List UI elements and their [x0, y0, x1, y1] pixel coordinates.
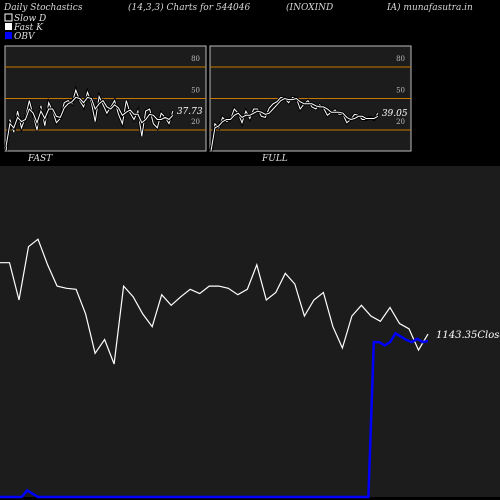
- legend: Slow D Fast K OBV: [4, 13, 46, 42]
- fast-stochastic-panel: 20 50 80 37.73: [4, 45, 207, 152]
- legend-swatch-obv: [5, 32, 12, 39]
- last-value-label: 37.73: [177, 107, 203, 117]
- legend-swatch-fast-k: [5, 23, 12, 30]
- legend-swatch-slow-d: [4, 13, 13, 22]
- price-obv-panel: 1143.35Close: [0, 166, 500, 499]
- fast-panel-title: FAST: [27, 154, 53, 164]
- last-value-label: 39.05: [382, 109, 408, 119]
- y-tick-label: 50: [191, 87, 200, 95]
- close-word: Close: [477, 330, 500, 341]
- y-tick-label: 20: [191, 118, 200, 126]
- close-value-label: 1143.35Close: [436, 330, 500, 341]
- header-symbol: (INOXIND: [286, 2, 333, 13]
- header-site: IA) munafasutra.in: [386, 2, 473, 13]
- y-tick-label: 50: [396, 87, 405, 95]
- header-params: (14,3,3) Charts for 544046: [128, 2, 250, 13]
- y-tick-label: 80: [191, 55, 200, 63]
- legend-label-fast-k: Fast K: [13, 23, 44, 33]
- close-value: 1143.35: [436, 330, 477, 341]
- full-stochastic-panel: 20 50 80 39.05: [209, 45, 412, 152]
- y-tick-label: 20: [396, 118, 405, 126]
- header-title: Daily Stochastics: [3, 3, 83, 13]
- full-panel-title: FULL: [261, 154, 288, 164]
- legend-label-obv: OBV: [14, 32, 36, 42]
- obv-line: [0, 331, 429, 499]
- legend-label-slow-d: Slow D: [14, 14, 46, 24]
- close-price-line: [0, 238, 429, 365]
- y-tick-label: 80: [396, 55, 405, 63]
- slow-d-line: [210, 97, 379, 152]
- slow-d-line: [5, 96, 174, 147]
- main-panel-bg: [0, 166, 500, 497]
